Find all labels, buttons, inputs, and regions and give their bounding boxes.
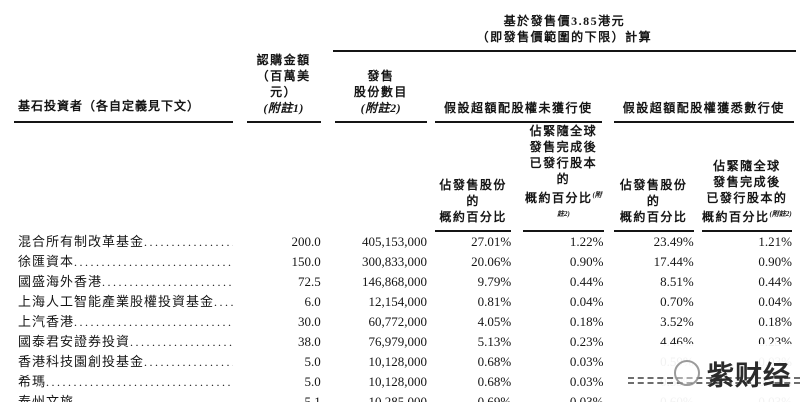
pct-offer-shares-full-exercise: 23.49% (653, 234, 694, 249)
subscription-amount: 5.0 (304, 374, 321, 389)
pct-offer-shares-no-exercise: 0.69% (477, 394, 512, 402)
table-row: 國盛海外香港 72.5 146,868,000 9.79% 0.44% 8.51… (14, 272, 796, 292)
table-row: 上海人工智能產業股權投資基金 6.0 12,154,000 0.81% 0.04… (14, 292, 796, 312)
watermark-logo-circle-icon (674, 360, 700, 386)
cornerstone-investors-table: 基於發售價3.85港元 （即發售價範圍的下限）計算 基石投資者（各自定義見下文）… (14, 4, 796, 402)
table-row: 上汽香港 30.0 60,772,000 4.05% 0.18% 3.52% 0… (14, 312, 796, 332)
subscription-amount: 6.0 (304, 294, 321, 309)
offer-shares: 76,979,000 (368, 334, 428, 349)
subscription-amount: 72.5 (298, 274, 321, 289)
price-basis-header: 基於發售價3.85港元 （即發售價範圍的下限）計算 (325, 4, 796, 52)
pct-offer-shares-full-exercise: 0.70% (660, 294, 694, 309)
pct-share-capital-full-exercise: 0.18% (758, 314, 792, 329)
pct-offer-shares-no-exercise: 4.05% (477, 314, 512, 329)
price-basis-line2: （即發售價範圍的下限）計算 (476, 30, 653, 44)
pct-offer-shares-header-2: 佔發售股份的 概約百分比 (610, 123, 700, 232)
dot-leader (214, 292, 233, 312)
pct-share-capital-no-exercise: 0.44% (569, 274, 604, 289)
watermark-zicaijing: 紫财经 (628, 344, 800, 402)
investor-name: 上汽香港 (18, 314, 75, 329)
pct-offer-shares-full-exercise: 17.44% (653, 254, 694, 269)
group-header-full-exercise: 假設超額配股權獲悉數行使 (610, 52, 797, 123)
investor-name: 香港科技園創投基金 (18, 354, 145, 369)
pct-offer-shares-no-exercise: 0.68% (477, 354, 512, 369)
offer-shares: 10,285,000 (368, 394, 428, 402)
pct-offer-shares-no-exercise: 0.81% (477, 294, 512, 309)
pct-share-capital-no-exercise: 0.23% (569, 334, 604, 349)
dot-leader (130, 332, 233, 352)
pct-offer-shares-no-exercise: 0.68% (477, 374, 512, 389)
investor-name: 泰州文旅 (18, 394, 75, 402)
watermark-dash-line (628, 377, 800, 379)
offer-shares-header: 發售 股份數目 (附註2) (325, 52, 431, 123)
pct-offer-shares-no-exercise: 9.79% (477, 274, 512, 289)
pct-offer-shares-no-exercise: 20.06% (471, 254, 512, 269)
investor-column-header: 基石投資者（各自定義見下文） (14, 52, 233, 123)
investor-name: 國泰君安證券投資 (18, 334, 131, 349)
subscription-amount: 5.1 (304, 394, 321, 402)
dot-leader (102, 272, 233, 292)
subscription-amount-header: 認購金額 （百萬美元） (附註1) (233, 52, 325, 123)
offer-shares: 405,153,000 (362, 234, 428, 249)
offer-shares: 12,154,000 (368, 294, 428, 309)
investor-name: 國盛海外香港 (18, 274, 103, 289)
pct-share-capital-no-exercise: 1.22% (569, 234, 604, 249)
pct-share-capital-header-1: 佔緊隨全球 發售完成後 已發行股本的 概約百分比(附註2) (517, 123, 609, 232)
pct-share-capital-full-exercise: 0.90% (758, 254, 792, 269)
watermark-dash-line (628, 382, 800, 384)
price-basis-line1: 基於發售價3.85港元 (503, 14, 626, 28)
dot-leader (74, 392, 233, 402)
pct-share-capital-full-exercise: 1.21% (758, 234, 792, 249)
pct-share-capital-no-exercise: 0.03% (569, 354, 604, 369)
pct-share-capital-no-exercise: 0.04% (569, 294, 604, 309)
top-spacer (14, 4, 325, 52)
dot-leader (74, 252, 233, 272)
investor-name: 徐匯資本 (18, 254, 75, 269)
investor-name: 混合所有制改革基金 (18, 234, 145, 249)
offer-shares: 10,128,000 (368, 354, 428, 369)
subscription-amount: 38.0 (298, 334, 321, 349)
subscription-note-ref: (附註1) (263, 101, 304, 115)
investor-name: 上海人工智能產業股權投資基金 (18, 294, 215, 309)
pct-share-capital-no-exercise: 0.18% (569, 314, 604, 329)
dot-leader (74, 312, 233, 332)
pct-share-capital-header-2: 佔緊隨全球 發售完成後 已發行股本的 概約百分比(附註2) (700, 123, 796, 232)
pct-share-capital-no-exercise: 0.03% (569, 394, 604, 402)
offer-shares: 300,833,000 (362, 254, 428, 269)
pct-note-ref: (附註2) (769, 210, 792, 218)
subscription-amount: 150.0 (291, 254, 321, 269)
offer-shares: 10,128,000 (368, 374, 428, 389)
dot-leader (46, 372, 233, 392)
table-row: 混合所有制改革基金 200.0 405,153,000 27.01% 1.22%… (14, 232, 796, 252)
pct-offer-shares-full-exercise: 8.51% (660, 274, 694, 289)
offer-shares-note-ref: (附註2) (360, 101, 402, 115)
group-header-no-exercise: 假設超額配股權未獲行使 (431, 52, 609, 123)
offer-shares: 60,772,000 (368, 314, 428, 329)
offer-shares: 146,868,000 (362, 274, 428, 289)
table-row: 徐匯資本 150.0 300,833,000 20.06% 0.90% 17.4… (14, 252, 796, 272)
subscription-amount: 5.0 (304, 354, 321, 369)
pct-offer-shares-no-exercise: 5.13% (477, 334, 512, 349)
dot-leader (144, 352, 233, 372)
pct-note-ref: (附註2) (556, 191, 602, 218)
pct-share-capital-no-exercise: 0.90% (569, 254, 604, 269)
subscription-amount: 30.0 (298, 314, 321, 329)
dot-leader (144, 232, 233, 252)
subscription-amount: 200.0 (291, 234, 321, 249)
pct-share-capital-no-exercise: 0.03% (569, 374, 604, 389)
pct-offer-shares-header-1: 佔發售股份的 概約百分比 (431, 123, 517, 232)
pct-share-capital-full-exercise: 0.44% (758, 274, 792, 289)
watermark-text: 紫财经 (707, 360, 791, 391)
pct-share-capital-full-exercise: 0.04% (758, 294, 792, 309)
pct-offer-shares-no-exercise: 27.01% (471, 234, 512, 249)
investor-name: 希瑪 (18, 374, 47, 389)
pct-offer-shares-full-exercise: 3.52% (660, 314, 694, 329)
